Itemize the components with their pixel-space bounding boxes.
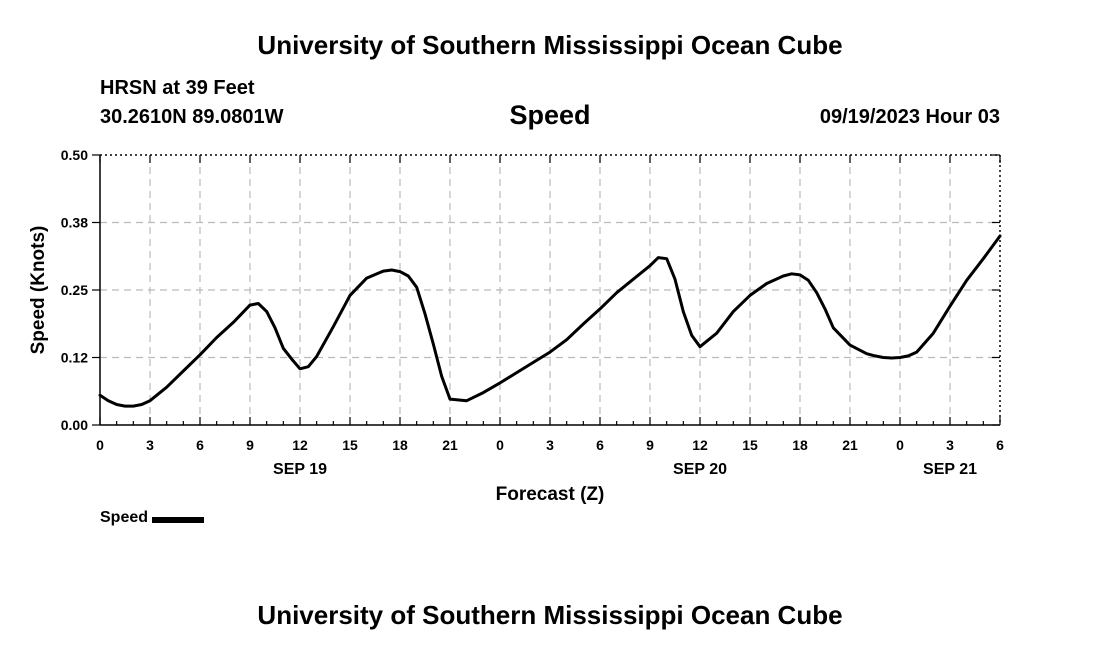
day-label: SEP 21 — [923, 461, 977, 478]
x-tick-label: 21 — [442, 437, 458, 453]
x-tick-label: 15 — [342, 437, 358, 453]
y-tick-label: 0.38 — [61, 215, 88, 231]
footer-title: University of Southern Mississippi Ocean… — [257, 600, 843, 630]
x-tick-label: 3 — [546, 437, 554, 453]
y-axis-title: Speed (Knots) — [28, 226, 49, 355]
y-tick-label: 0.50 — [61, 147, 88, 163]
legend: Speed — [100, 509, 205, 527]
x-tick-label: 0 — [96, 437, 104, 453]
day-label: SEP 19 — [273, 461, 327, 478]
station-label: HRSN at 39 Feet — [100, 77, 255, 99]
x-tick-label: 6 — [196, 437, 204, 453]
x-tick-label: 6 — [596, 437, 604, 453]
x-tick-label: 6 — [996, 437, 1004, 453]
x-tick-label: 18 — [392, 437, 408, 453]
header-title: University of Southern Mississippi Ocean… — [257, 30, 843, 60]
x-tick-label: 3 — [946, 437, 954, 453]
y-tick-label: 0.12 — [61, 350, 88, 366]
series-layer — [98, 234, 1002, 408]
chart-title: Speed — [509, 100, 591, 130]
legend-label-speed: Speed — [100, 509, 149, 526]
x-tick-label: 18 — [792, 437, 808, 453]
forecast-date-label: 09/19/2023 Hour 03 — [819, 106, 1000, 128]
y-tick-label: 0.00 — [61, 417, 88, 433]
x-tick-label: 12 — [692, 437, 708, 453]
legend-swatch-speed — [152, 516, 205, 523]
x-tick-label: 0 — [896, 437, 904, 453]
x-tick-label: 9 — [646, 437, 654, 453]
day-label: SEP 20 — [673, 461, 727, 478]
y-tick-label: 0.25 — [61, 282, 88, 298]
x-tick-label: 0 — [496, 437, 504, 453]
x-tick-label: 12 — [292, 437, 308, 453]
series-line-speed — [98, 234, 1002, 408]
x-axis-title: Forecast (Z) — [496, 484, 605, 505]
x-tick-label: 15 — [742, 437, 758, 453]
axis-labels: 0 3 6 9 12 15 18 21 0 3 6 9 12 15 18 21 0 3 6 0.00 0.12 0.25 0… — [28, 147, 1004, 505]
grid — [100, 155, 1000, 425]
axes — [92, 154, 1001, 426]
x-tick-label: 9 — [246, 437, 254, 453]
x-tick-label: 3 — [146, 437, 154, 453]
coordinates-label: 30.2610N 89.0801W — [100, 106, 284, 128]
x-tick-label: 21 — [842, 437, 858, 453]
